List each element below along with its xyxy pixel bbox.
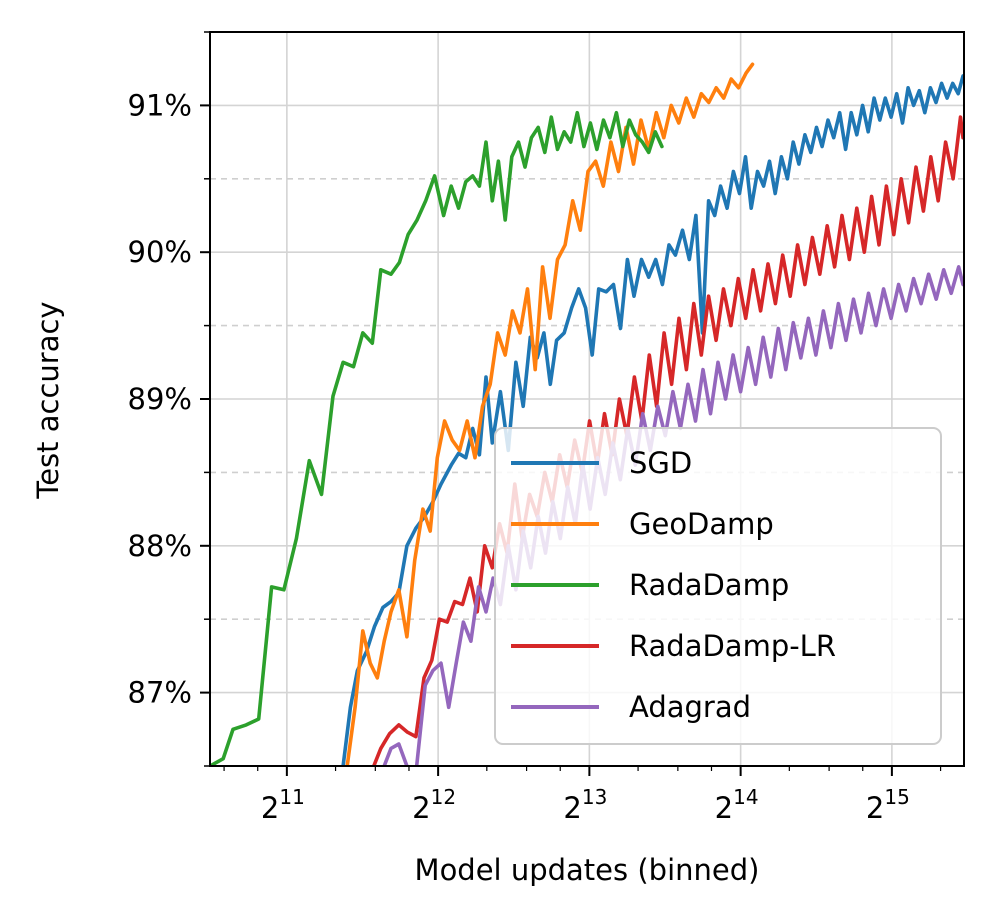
legend-label-adagrad: Adagrad	[629, 690, 751, 724]
x-tick-exponent-3: 14	[733, 785, 758, 809]
x-tick-label-4: 215	[866, 785, 910, 825]
x-tick-base-4: 2	[866, 791, 884, 825]
series-line-radadamp	[210, 110, 664, 766]
y-tick-label-0: 87%	[128, 676, 192, 710]
legend-label-radadamp: RadaDamp	[629, 568, 789, 602]
series-line-geodamp	[345, 62, 755, 766]
y-tick-label-2: 89%	[128, 382, 192, 416]
legend-box	[494, 427, 942, 745]
legend: SGD GeoDamp RadaDamp RadaDamp-LR Adagrad	[494, 427, 942, 745]
series-lines	[210, 62, 964, 766]
x-tick-label-1: 212	[412, 785, 456, 825]
x-tick-label-2: 213	[563, 785, 607, 825]
x-tick-exponent-1: 12	[431, 785, 456, 809]
y-tick-label-4: 91%	[128, 88, 192, 122]
legend-label-sgd: SGD	[629, 446, 692, 480]
x-tick-base-3: 2	[715, 791, 733, 825]
x-tick-base-0: 2	[261, 791, 279, 825]
x-tick-exponent-2: 13	[582, 785, 607, 809]
x-tick-exponent-4: 15	[884, 785, 909, 809]
x-tick-base-2: 2	[563, 791, 581, 825]
x-tick-label-0: 211	[261, 785, 305, 825]
x-tick-exponent-0: 11	[279, 785, 304, 809]
y-axis: 87% 88% 89% 90% 91%	[128, 31, 210, 767]
legend-label-radadamp-lr: RadaDamp-LR	[629, 629, 836, 663]
y-tick-label-3: 90%	[128, 235, 192, 269]
x-tick-base-1: 2	[412, 791, 430, 825]
x-axis: 211 212 213 214 215	[223, 766, 942, 825]
legend-label-geodamp: GeoDamp	[629, 507, 774, 541]
x-axis-title: Model updates (binned)	[415, 853, 760, 887]
series-line-adagrad	[382, 265, 964, 766]
x-tick-label-3: 214	[715, 785, 759, 825]
y-tick-label-1: 88%	[128, 529, 192, 563]
series-line-radadamp-lr	[372, 115, 964, 766]
y-axis-title: Test accuracy	[31, 301, 65, 499]
